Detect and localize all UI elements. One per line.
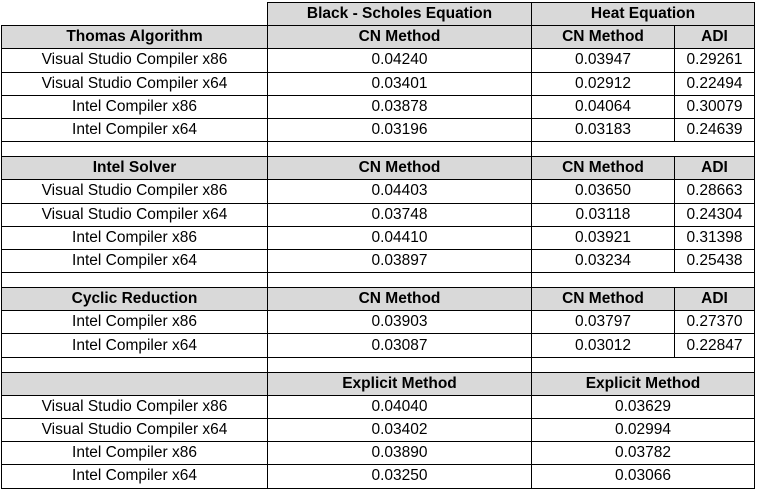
column-header: CN Method <box>267 287 532 312</box>
row-label: Intel Compiler x64 <box>1 117 268 143</box>
value-cell: 0.03748 <box>267 202 532 227</box>
value-cell: 0.03250 <box>267 464 532 489</box>
row-label: Intel Compiler x86 <box>1 441 268 466</box>
value-cell: 0.03890 <box>267 441 532 466</box>
equation-header-row: Black - Scholes Equation Heat Equation <box>1 1 755 27</box>
value-cell: 0.03196 <box>267 117 532 143</box>
section-title: Intel Solver <box>1 156 268 181</box>
section-title <box>1 371 268 396</box>
value-cell: 0.04064 <box>531 94 675 119</box>
table-row: Visual Studio Compiler x64 0.03402 0.029… <box>1 417 755 443</box>
column-header: CN Method <box>267 156 532 181</box>
row-label: Intel Compiler x64 <box>1 464 268 489</box>
value-cell: 0.22494 <box>674 71 755 96</box>
column-header: Explicit Method <box>267 371 532 396</box>
column-header: ADI <box>674 156 755 181</box>
row-label: Intel Compiler x64 <box>1 248 268 274</box>
value-cell: 0.31398 <box>674 225 755 250</box>
row-label: Visual Studio Compiler x64 <box>1 202 268 227</box>
table-row: Visual Studio Compiler x64 0.03401 0.029… <box>1 71 755 96</box>
section-header-row: Cyclic Reduction CN Method CN Method ADI <box>1 287 755 312</box>
value-cell: 0.22847 <box>674 333 755 358</box>
row-label: Visual Studio Compiler x86 <box>1 48 268 73</box>
column-header: CN Method <box>531 25 675 50</box>
section-title: Thomas Algorithm <box>1 25 268 50</box>
value-cell: 0.03401 <box>267 71 532 96</box>
table-row: Visual Studio Compiler x64 0.03748 0.031… <box>1 202 755 227</box>
column-header: CN Method <box>531 287 675 312</box>
section-header-row: Explicit Method Explicit Method <box>1 371 755 396</box>
value-cell: 0.02994 <box>531 417 755 443</box>
table-row: Intel Compiler x86 0.03878 0.04064 0.300… <box>1 94 755 119</box>
value-cell: 0.03066 <box>531 464 755 489</box>
heat-equation-header: Heat Equation <box>531 1 755 27</box>
value-cell: 0.03921 <box>531 225 675 250</box>
column-header: CN Method <box>531 156 675 181</box>
row-label: Visual Studio Compiler x86 <box>1 394 268 420</box>
value-cell: 0.25438 <box>674 248 755 274</box>
value-cell: 0.03234 <box>531 248 675 274</box>
value-cell: 0.03897 <box>267 248 532 274</box>
value-cell: 0.03650 <box>531 179 675 204</box>
value-cell: 0.04403 <box>267 179 532 204</box>
section-title: Cyclic Reduction <box>1 287 268 312</box>
row-label: Intel Compiler x64 <box>1 333 268 358</box>
table-row: Intel Compiler x64 0.03196 0.03183 0.246… <box>1 117 755 143</box>
column-header: ADI <box>674 287 755 312</box>
table-row: Intel Compiler x64 0.03087 0.03012 0.228… <box>1 333 755 358</box>
row-label: Visual Studio Compiler x64 <box>1 417 268 443</box>
value-cell: 0.03118 <box>531 202 675 227</box>
row-label: Intel Compiler x86 <box>1 94 268 119</box>
value-cell: 0.03183 <box>531 117 675 143</box>
table-row: Visual Studio Compiler x86 0.04040 0.036… <box>1 394 755 420</box>
spacer-row <box>1 141 755 158</box>
table-row: Intel Compiler x64 0.03250 0.03066 <box>1 464 755 489</box>
table-row: Intel Compiler x86 0.03903 0.03797 0.273… <box>1 310 755 335</box>
value-cell: 0.28663 <box>674 179 755 204</box>
table-row: Visual Studio Compiler x86 0.04403 0.036… <box>1 179 755 204</box>
section-header-row: Thomas Algorithm CN Method CN Method ADI <box>1 25 755 50</box>
value-cell: 0.03087 <box>267 333 532 358</box>
section-header-row: Intel Solver CN Method CN Method ADI <box>1 156 755 181</box>
column-header: CN Method <box>267 25 532 50</box>
value-cell: 0.04240 <box>267 48 532 73</box>
row-label: Intel Compiler x86 <box>1 225 268 250</box>
results-table: Black - Scholes Equation Heat Equation T… <box>1 1 755 489</box>
value-cell: 0.27370 <box>674 310 755 335</box>
value-cell: 0.03947 <box>531 48 675 73</box>
value-cell: 0.04040 <box>267 394 532 420</box>
row-label: Intel Compiler x86 <box>1 310 268 335</box>
value-cell: 0.03012 <box>531 333 675 358</box>
value-cell: 0.24639 <box>674 117 755 143</box>
column-header: Explicit Method <box>531 371 755 396</box>
spacer-row <box>1 272 755 289</box>
table-row: Intel Compiler x64 0.03897 0.03234 0.254… <box>1 248 755 274</box>
value-cell: 0.03797 <box>531 310 675 335</box>
value-cell: 0.02912 <box>531 71 675 96</box>
value-cell: 0.03878 <box>267 94 532 119</box>
spacer-row <box>1 356 755 373</box>
value-cell: 0.03782 <box>531 441 755 466</box>
column-header: ADI <box>674 25 755 50</box>
value-cell: 0.29261 <box>674 48 755 73</box>
value-cell: 0.04410 <box>267 225 532 250</box>
corner-cell <box>1 2 268 27</box>
row-label: Visual Studio Compiler x64 <box>1 71 268 96</box>
row-label: Visual Studio Compiler x86 <box>1 179 268 204</box>
table-row: Intel Compiler x86 0.04410 0.03921 0.313… <box>1 225 755 250</box>
table-row: Intel Compiler x86 0.03890 0.03782 <box>1 441 755 466</box>
value-cell: 0.03629 <box>531 394 755 420</box>
value-cell: 0.24304 <box>674 202 755 227</box>
table-row: Visual Studio Compiler x86 0.04240 0.039… <box>1 48 755 73</box>
black-scholes-header: Black - Scholes Equation <box>267 1 532 27</box>
value-cell: 0.03903 <box>267 310 532 335</box>
value-cell: 0.03402 <box>267 417 532 443</box>
value-cell: 0.30079 <box>674 94 755 119</box>
